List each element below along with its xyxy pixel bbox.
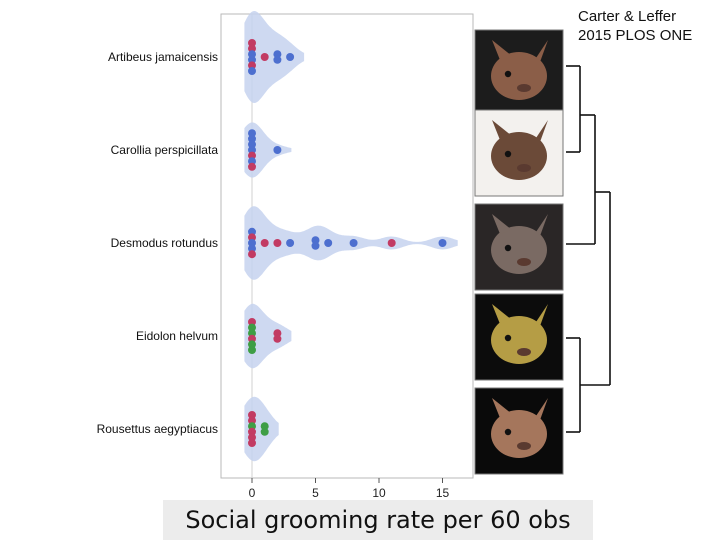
data-point (248, 318, 256, 326)
data-point (286, 239, 295, 247)
data-point (248, 44, 256, 53)
data-point (248, 151, 256, 160)
data-point (387, 239, 396, 247)
citation: Carter & Leffer 2015 PLOS ONE (578, 7, 692, 45)
x-tick-label: 5 (312, 486, 319, 500)
data-point (248, 239, 256, 247)
data-point (248, 329, 256, 338)
data-point (273, 239, 282, 247)
data-point (273, 146, 282, 154)
data-point (260, 239, 269, 247)
phylogeny-dendrogram (566, 65, 611, 433)
species-label-2: Desmodus rotundus (111, 236, 218, 250)
data-point (260, 53, 269, 61)
data-point (248, 134, 256, 143)
point-layer (248, 39, 447, 447)
data-point (273, 55, 282, 64)
data-point (248, 323, 256, 332)
data-point (273, 329, 282, 338)
bat-photo-icon (474, 387, 564, 475)
bat-photo-icon (474, 293, 564, 381)
data-point (248, 129, 256, 138)
bat-photo-icon (474, 203, 564, 291)
species-labels: Artibeus jamaicensis Carollia perspicilla… (97, 50, 219, 436)
data-point (248, 411, 256, 419)
data-point (248, 416, 256, 425)
data-point (438, 239, 447, 247)
bat-photo-icon (474, 29, 564, 117)
citation-journal: 2015 PLOS ONE (578, 27, 693, 44)
data-point (248, 162, 256, 171)
x-tick-label: 15 (436, 486, 450, 500)
species-label-4: Rousettus aegyptiacus (97, 422, 218, 436)
data-point (311, 236, 320, 245)
data-point (248, 67, 256, 75)
citation-authors: Carter & Leffer (578, 8, 677, 25)
data-point (273, 334, 282, 343)
data-point (248, 334, 256, 343)
data-point (286, 53, 295, 61)
data-point (248, 340, 256, 349)
bat-photos (474, 29, 564, 475)
data-point (260, 422, 269, 431)
data-point (324, 239, 333, 247)
data-point (248, 244, 256, 253)
species-label-0: Artibeus jamaicensis (108, 50, 218, 64)
x-tick-label: 10 (372, 486, 386, 500)
data-point (273, 50, 282, 59)
data-point (248, 55, 256, 64)
data-point (248, 422, 256, 431)
data-point (248, 157, 256, 166)
data-point (349, 239, 358, 247)
data-point (248, 433, 256, 442)
data-point (248, 427, 256, 436)
violin-1 (244, 122, 292, 178)
data-point (248, 146, 256, 154)
data-point (311, 241, 320, 250)
species-label-3: Eidolon helvum (136, 329, 218, 343)
data-point (248, 439, 256, 447)
x-tick-label: 0 (249, 486, 256, 500)
data-point (248, 50, 256, 59)
data-point (248, 61, 256, 70)
data-point (248, 250, 256, 259)
data-point (248, 140, 256, 149)
x-axis: 0 5 10 15 (249, 478, 450, 500)
violin-0 (244, 11, 305, 103)
bat-photo-icon (474, 109, 564, 197)
violin-3 (244, 303, 292, 369)
data-point (260, 427, 269, 436)
data-point (248, 39, 256, 47)
data-point (248, 227, 256, 236)
data-point (248, 233, 256, 242)
x-axis-title: Social grooming rate per 60 obs (163, 500, 593, 540)
data-point (248, 346, 256, 354)
species-label-1: Carollia perspicillata (111, 143, 219, 157)
